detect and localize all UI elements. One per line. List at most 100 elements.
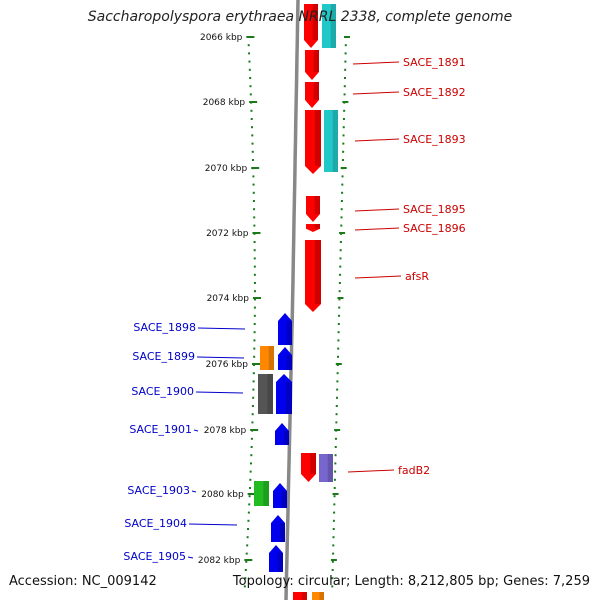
scale-dot	[333, 495, 336, 498]
scale-dot	[243, 585, 246, 588]
genome-title: Saccharopolyspora erythraea NRRL 2338, c…	[87, 9, 513, 25]
scale-dot	[251, 159, 254, 161]
genome-backbone	[284, 0, 300, 601]
scale-dot	[252, 191, 255, 194]
gene-arrow-red-shade	[314, 224, 320, 229]
scale-dot	[249, 462, 252, 465]
scale-dot	[252, 396, 255, 399]
scale-dot	[250, 126, 253, 129]
gene-block-red	[293, 592, 307, 600]
scale-dot	[331, 569, 334, 571]
gene-arrow-red-shade	[313, 82, 319, 100]
label-leader	[196, 356, 245, 359]
label-leader	[191, 490, 197, 493]
gene-block-orange-shade	[268, 346, 274, 370]
scale-dot	[245, 552, 248, 555]
scale-dot	[343, 77, 346, 79]
scale-dot	[332, 536, 335, 539]
gene-block-green	[254, 481, 269, 506]
scale-dot	[252, 183, 255, 186]
scale-dot	[253, 347, 256, 350]
scale-label: 2070 kbp	[205, 164, 248, 174]
scale-dot	[244, 569, 247, 571]
scale-dot	[339, 249, 342, 252]
reverse-gene-label: SACE_1898	[133, 321, 196, 334]
scale-dot	[249, 77, 252, 79]
scale-dot	[247, 511, 250, 514]
gene-block-orange	[312, 592, 324, 600]
gene-arrow-red-shade	[314, 196, 320, 214]
scale-dot	[331, 585, 334, 588]
scale-dot	[250, 437, 253, 440]
scale-dot	[338, 306, 341, 309]
scale-dot	[248, 487, 251, 489]
scale-dot	[253, 224, 256, 227]
gene-arrow-red-shade	[312, 4, 318, 40]
scale-dot	[253, 273, 256, 276]
gene-arrow-red-shade	[314, 110, 321, 166]
gene-block-purple	[319, 454, 333, 482]
scale-label: 2076 kbp	[206, 360, 249, 370]
gene-arrow-blue	[278, 313, 292, 345]
label-leader	[354, 275, 402, 279]
gene-arrow-red	[306, 196, 320, 222]
gene-block-green-shade	[263, 481, 269, 506]
scale-label: 2072 kbp	[206, 229, 249, 239]
genome-summary-text: Topology: circular; Length: 8,212,805 bp…	[232, 574, 590, 589]
scale-dot	[252, 388, 255, 391]
label-leader	[188, 523, 238, 526]
scale-dot	[333, 478, 336, 481]
scale-dot	[252, 175, 255, 178]
scale-dot	[253, 208, 256, 211]
scale-dot	[335, 413, 338, 416]
scale-dot	[251, 134, 254, 137]
forward-gene-label: SACE_1892	[403, 86, 466, 99]
scale-dot	[247, 44, 250, 47]
scale-dot	[247, 519, 250, 522]
scale-dot	[253, 265, 256, 268]
gene-arrow-red	[305, 110, 321, 174]
scale-dot	[338, 298, 341, 301]
scale-dot	[340, 216, 343, 219]
gene-arrow-blue	[278, 347, 292, 370]
scale-dot	[247, 528, 250, 530]
label-leader	[352, 61, 400, 65]
scale-dot	[334, 437, 337, 440]
scale-dot	[337, 323, 340, 325]
scale-dot	[341, 183, 344, 186]
reverse-gene-label: SACE_1905	[123, 550, 186, 563]
gene-arrow-red	[301, 453, 316, 482]
gene-arrow-red	[306, 224, 320, 232]
scale-dot	[334, 454, 337, 457]
scale-label: 2078 kbp	[204, 426, 247, 436]
scale-dot	[331, 560, 334, 563]
scale-dot	[344, 68, 347, 71]
gene-block-gray-shade	[267, 374, 273, 414]
scale-dot	[336, 380, 339, 383]
forward-gene-label: SACE_1891	[403, 56, 466, 69]
scale-dot	[248, 52, 251, 55]
scale-dot	[253, 257, 256, 260]
scale-dot	[337, 347, 340, 350]
gene-block-orange-shade	[319, 592, 324, 600]
reverse-gene-label: SACE_1904	[124, 517, 187, 530]
scale-dot	[248, 495, 251, 498]
gene-arrow-red	[305, 240, 321, 312]
reverse-gene-label: SACE_1899	[132, 350, 195, 363]
scale-dot	[248, 68, 251, 71]
gene-block-gray	[258, 374, 273, 414]
reverse-gene-label: SACE_1903	[127, 484, 190, 497]
scale-dot	[344, 60, 347, 63]
scale-dot	[337, 339, 340, 342]
scale-dot	[342, 126, 345, 129]
scale-dot	[344, 52, 347, 55]
scale-dot	[251, 150, 254, 153]
scale-dot	[253, 314, 256, 317]
label-leader	[193, 429, 199, 432]
scale-dot	[342, 142, 345, 145]
scale-dot	[335, 396, 338, 399]
scale-dot	[339, 241, 342, 243]
label-leader	[347, 469, 395, 473]
scale-dot	[340, 200, 343, 202]
